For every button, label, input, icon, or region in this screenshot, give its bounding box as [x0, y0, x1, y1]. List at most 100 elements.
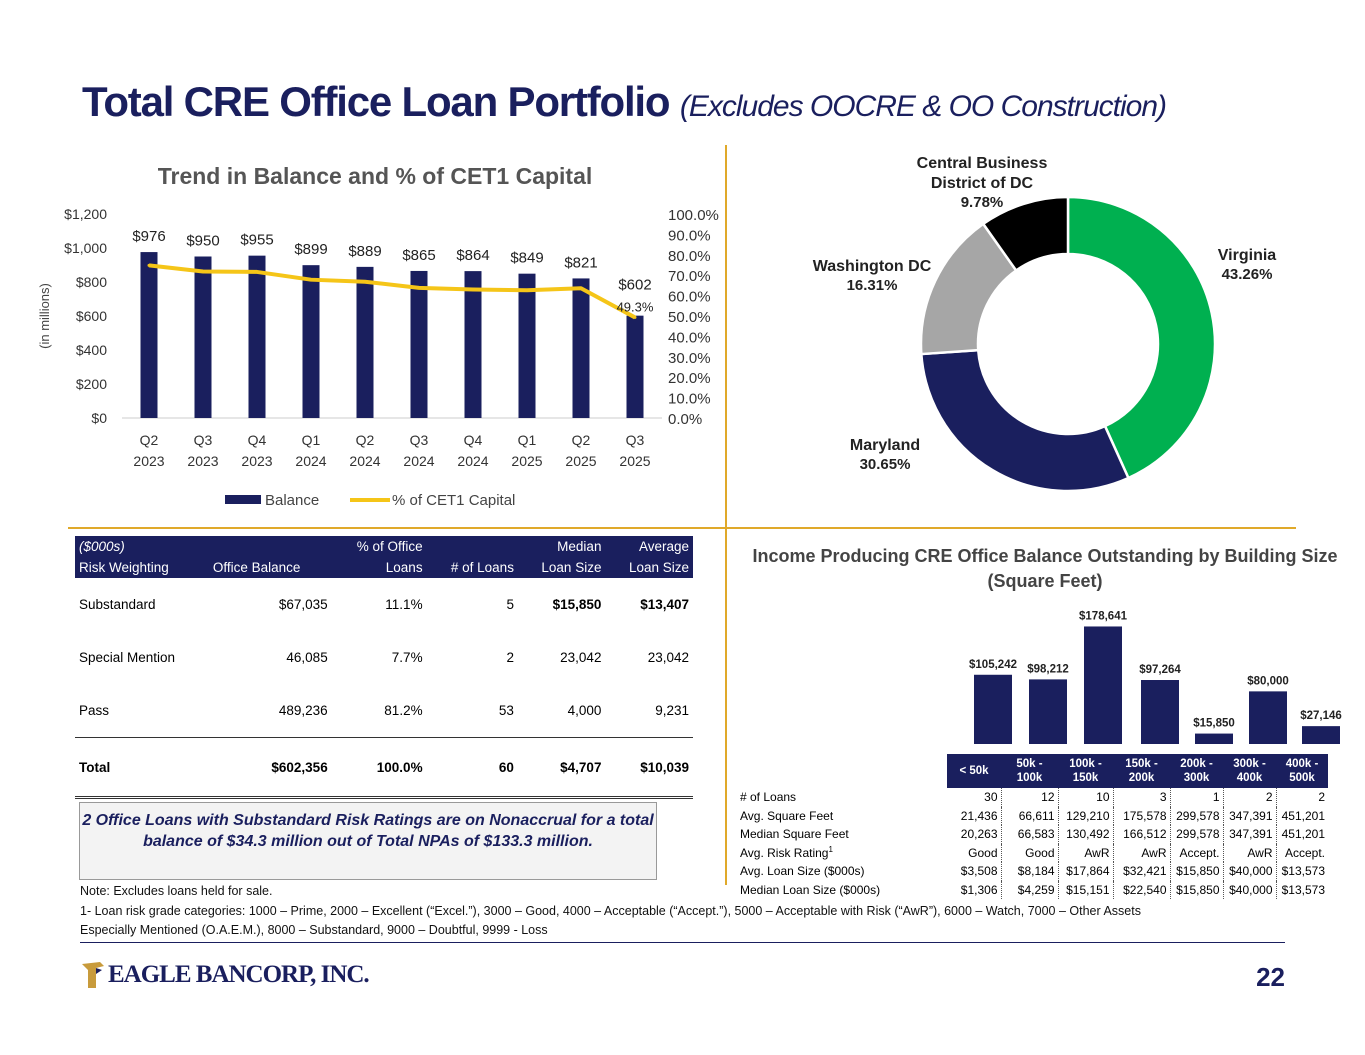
size-bar [1302, 726, 1340, 744]
size-bar-label: $105,242 [969, 659, 1017, 671]
size-table-cell: $13,573 [1275, 862, 1328, 881]
balance-data-label: $864 [456, 247, 489, 264]
cet1-point [309, 278, 313, 282]
size-table-cell: 175,578 [1112, 806, 1170, 825]
y2-tick-label: 10.0% [668, 391, 711, 408]
y2-tick-label: 30.0% [668, 350, 711, 367]
x-tick-label: Q4 [248, 432, 267, 448]
y-tick-label: $0 [91, 410, 107, 426]
cet1-line [148, 263, 636, 320]
size-row-label: Median Loan Size ($000s) [740, 882, 881, 897]
building-size-title-line1: Income Producing CRE Office Balance Outs… [752, 546, 1338, 566]
y-tick-label: $400 [76, 342, 107, 358]
risk-header: # of Loans [426, 557, 518, 578]
balance-bar [464, 271, 482, 418]
x-tick-label: Q4 [464, 432, 483, 448]
x-tick-label: Q2 [356, 432, 375, 448]
y2-tick-label: 70.0% [668, 268, 711, 285]
risk-header: Average [605, 536, 693, 557]
balance-bar [410, 270, 428, 418]
size-bar-label: $27,146 [1300, 710, 1342, 722]
balance-bar [572, 278, 590, 418]
risk-header-row-2: Risk Weighting Office Balance Loans # of… [75, 557, 693, 578]
cet1-point [471, 287, 475, 291]
y2-tick-label: 40.0% [668, 329, 711, 346]
size-table-cell: 299,578 [1169, 806, 1223, 825]
risk-header: ($000s) [75, 536, 209, 557]
x-tick-label: Q2 [140, 432, 159, 448]
balance-data-label: $849 [510, 250, 543, 267]
size-row-label: Avg. Loan Size ($000s) [740, 864, 865, 879]
size-table-cell: AwR [1057, 843, 1113, 862]
size-table-cell: 66,611 [1000, 806, 1058, 825]
donut-slice-label: Maryland [850, 437, 920, 454]
size-header: 200k - 300k [1170, 754, 1223, 788]
table-cell: 23,042 [560, 650, 602, 665]
y2-tick-label: 100.0% [668, 207, 719, 224]
x-tick-label: 2025 [511, 453, 542, 469]
donut-slice [981, 195, 1070, 273]
y-tick-label: $800 [76, 274, 107, 290]
trend-chart: Trend in Balance and % of CET1 Capital (i… [37, 163, 719, 509]
trend-chart-title: Trend in Balance and % of CET1 Capital [158, 163, 593, 189]
size-header-line: 300k [1183, 772, 1210, 784]
size-row-label: Avg. Square Feet [740, 808, 834, 823]
size-table-cell: 2 [1222, 788, 1276, 807]
table-cell: 60 [426, 737, 518, 799]
size-row-label: # of Loans [740, 790, 797, 805]
y2-tick-label: 80.0% [668, 248, 711, 265]
size-table-cell: $40,000 [1222, 862, 1276, 881]
table-cell: 7.7% [391, 650, 423, 665]
size-table-cell: $8,184 [1000, 862, 1058, 881]
size-bar-label: $178,641 [1079, 610, 1128, 622]
size-header-line: 200k - [1180, 758, 1213, 770]
nonaccrual-callout: 2 Office Loans with Substandard Risk Rat… [79, 802, 657, 880]
size-table-cell: 12 [1000, 788, 1058, 807]
risk-header: Loans [331, 557, 427, 578]
size-header-line: 150k - [1125, 758, 1158, 770]
table-cell: $10,039 [605, 737, 693, 799]
size-header-line: 100k - [1069, 758, 1102, 770]
size-bar-label: $97,264 [1139, 664, 1181, 676]
size-table-cell: $4,259 [1000, 880, 1058, 899]
size-header-line: 400k [1236, 772, 1263, 784]
size-table-cell: 1 [1169, 788, 1223, 807]
size-table-row: Median Loan Size ($000s) $1,306 $4,259 $15,… [737, 880, 1328, 899]
risk-header-row-1: ($000s) % of Office Median Average [75, 536, 693, 557]
cet1-data-label: 49.3% [617, 299, 654, 314]
size-table-cell: 21,436 [960, 808, 998, 823]
table-cell: 11.1% [385, 597, 423, 612]
size-bar-label: $80,000 [1247, 675, 1289, 687]
size-header-line: 150k [1072, 772, 1099, 784]
size-table-cell: 347,391 [1222, 825, 1276, 844]
x-tick-label: Q2 [572, 432, 591, 448]
size-table-cell: 299,578 [1169, 825, 1223, 844]
building-size-table: < 50k 50k - 100k 100k - 150k 150k - 200k 2… [737, 754, 1328, 899]
size-table-cell: 66,583 [1000, 825, 1058, 844]
balance-data-label: $955 [240, 232, 273, 249]
table-cell: 100.0% [331, 737, 427, 799]
cet1-point [363, 280, 367, 284]
page-title: Total CRE Office Loan Portfolio (Exclude… [82, 78, 1167, 126]
cet1-point [255, 270, 259, 274]
table-cell: Total [75, 737, 209, 799]
building-size-title: Income Producing CRE Office Balance Outs… [740, 544, 1350, 594]
size-row-label: Avg. Risk Rating1 [740, 845, 833, 861]
balance-data-label: $821 [564, 254, 597, 271]
table-cell: 23,042 [647, 650, 689, 665]
y2-tick-label: 0.0% [668, 411, 702, 428]
x-tick-label: Q3 [626, 432, 645, 448]
size-table-cell: $13,573 [1275, 880, 1328, 899]
size-header: 300k - 400k [1223, 754, 1276, 788]
donut-slice-label: Washington DC [813, 258, 932, 275]
x-tick-label: 2024 [349, 453, 380, 469]
donut-slice-value: 9.78% [961, 194, 1004, 211]
risk-header [208, 536, 332, 557]
table-cell: $4,707 [517, 737, 606, 799]
size-table-cell: Accept. [1169, 843, 1223, 862]
size-table-cell: 347,391 [1222, 806, 1276, 825]
size-bar-label: $15,850 [1193, 718, 1235, 730]
table-cell: 4,000 [567, 703, 602, 718]
risk-header: Loan Size [517, 557, 606, 578]
size-table-cell: $1,306 [960, 882, 998, 897]
